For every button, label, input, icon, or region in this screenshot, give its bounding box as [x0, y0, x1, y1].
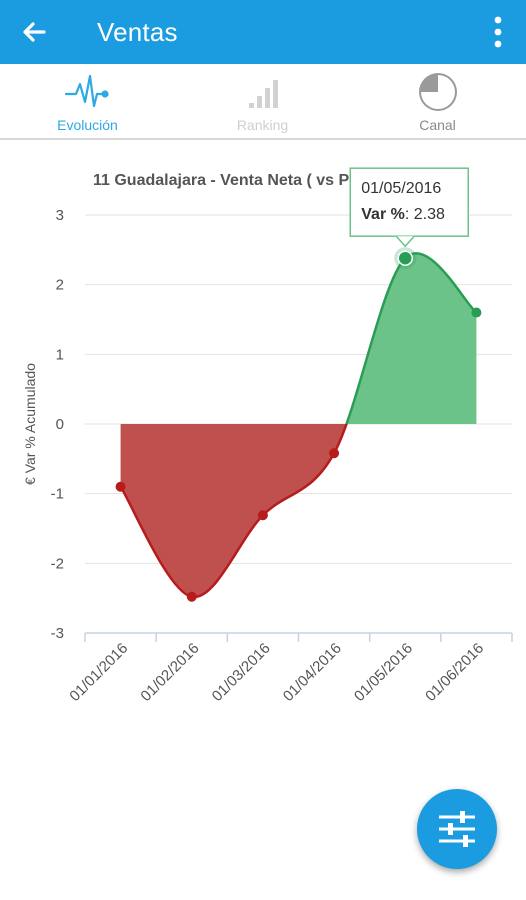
- y-tick-labels: 3 2 1 0 -1 -2 -3: [51, 207, 64, 642]
- page-title: Ventas: [97, 17, 178, 47]
- x-tick-label: 01/01/2016: [66, 640, 131, 705]
- pulse-line-icon: [64, 74, 109, 108]
- chart-title: 11 Guadalajara - Venta Neta ( vs PPTO ): [93, 172, 392, 189]
- pie-chart-icon: [418, 73, 457, 111]
- x-tick-label: 01/02/2016: [137, 640, 202, 705]
- tab-ranking[interactable]: Ranking: [175, 64, 350, 138]
- chart-area: 11 Guadalajara - Venta Neta ( vs PPTO ) …: [0, 142, 526, 762]
- x-axis: [84, 632, 513, 642]
- x-tick-labels: 01/01/2016 01/02/2016 01/03/2016 01/04/2016…: [66, 640, 487, 705]
- tooltip-pointer: [395, 235, 415, 248]
- x-tick-label: 01/05/2016: [351, 640, 416, 705]
- tooltip-date: 01/05/2016: [361, 180, 441, 197]
- app-bar: Ventas: [0, 0, 526, 64]
- tooltip-number: : 2.38: [405, 206, 445, 223]
- y-tick-label: -2: [51, 555, 64, 572]
- signal-bars-icon: [248, 80, 278, 108]
- x-tick-label: 01/03/2016: [209, 640, 274, 705]
- series-areas: [119, 252, 478, 599]
- tooltip: 01/05/2016 Var %: 2.38: [349, 167, 469, 248]
- tooltip-box: [349, 167, 469, 237]
- negative-area: [120, 424, 477, 597]
- tab-bar: Evolución Ranking Canal: [0, 64, 526, 140]
- data-point[interactable]: [115, 481, 126, 492]
- y-tick-label: 2: [56, 277, 64, 294]
- filter-fab-button[interactable]: [417, 789, 497, 869]
- tab-evolucion[interactable]: Evolución: [0, 64, 175, 138]
- tab-canal[interactable]: Canal: [350, 64, 525, 138]
- tooltip-value: Var %: 2.38: [361, 206, 445, 223]
- more-vertical-icon[interactable]: [480, 12, 516, 52]
- tab-evolucion-label: Evolución: [57, 117, 118, 133]
- x-tick-label: 01/04/2016: [280, 640, 345, 705]
- y-tick-label: 1: [56, 346, 64, 363]
- data-point[interactable]: [186, 591, 197, 602]
- data-point[interactable]: [397, 250, 413, 266]
- data-point[interactable]: [471, 307, 482, 318]
- tooltip-series-label: Var %: [361, 206, 405, 223]
- y-tick-label: -3: [51, 625, 64, 642]
- area-chart: 11 Guadalajara - Venta Neta ( vs PPTO ) …: [22, 167, 513, 705]
- y-tick-label: 3: [56, 207, 64, 224]
- sliders-icon: [439, 811, 475, 847]
- tab-canal-label: Canal: [419, 117, 456, 133]
- y-axis-label: € Var % Acumulado: [22, 363, 38, 485]
- tab-ranking-label: Ranking: [236, 117, 289, 133]
- data-point[interactable]: [329, 448, 340, 459]
- data-points[interactable]: [115, 247, 482, 602]
- x-tick-label: 01/06/2016: [422, 640, 487, 705]
- negative-line: [119, 424, 348, 599]
- y-tick-label: -1: [51, 486, 64, 503]
- data-point[interactable]: [257, 510, 268, 521]
- back-arrow-icon[interactable]: [14, 12, 54, 52]
- y-tick-label: 0: [56, 416, 64, 433]
